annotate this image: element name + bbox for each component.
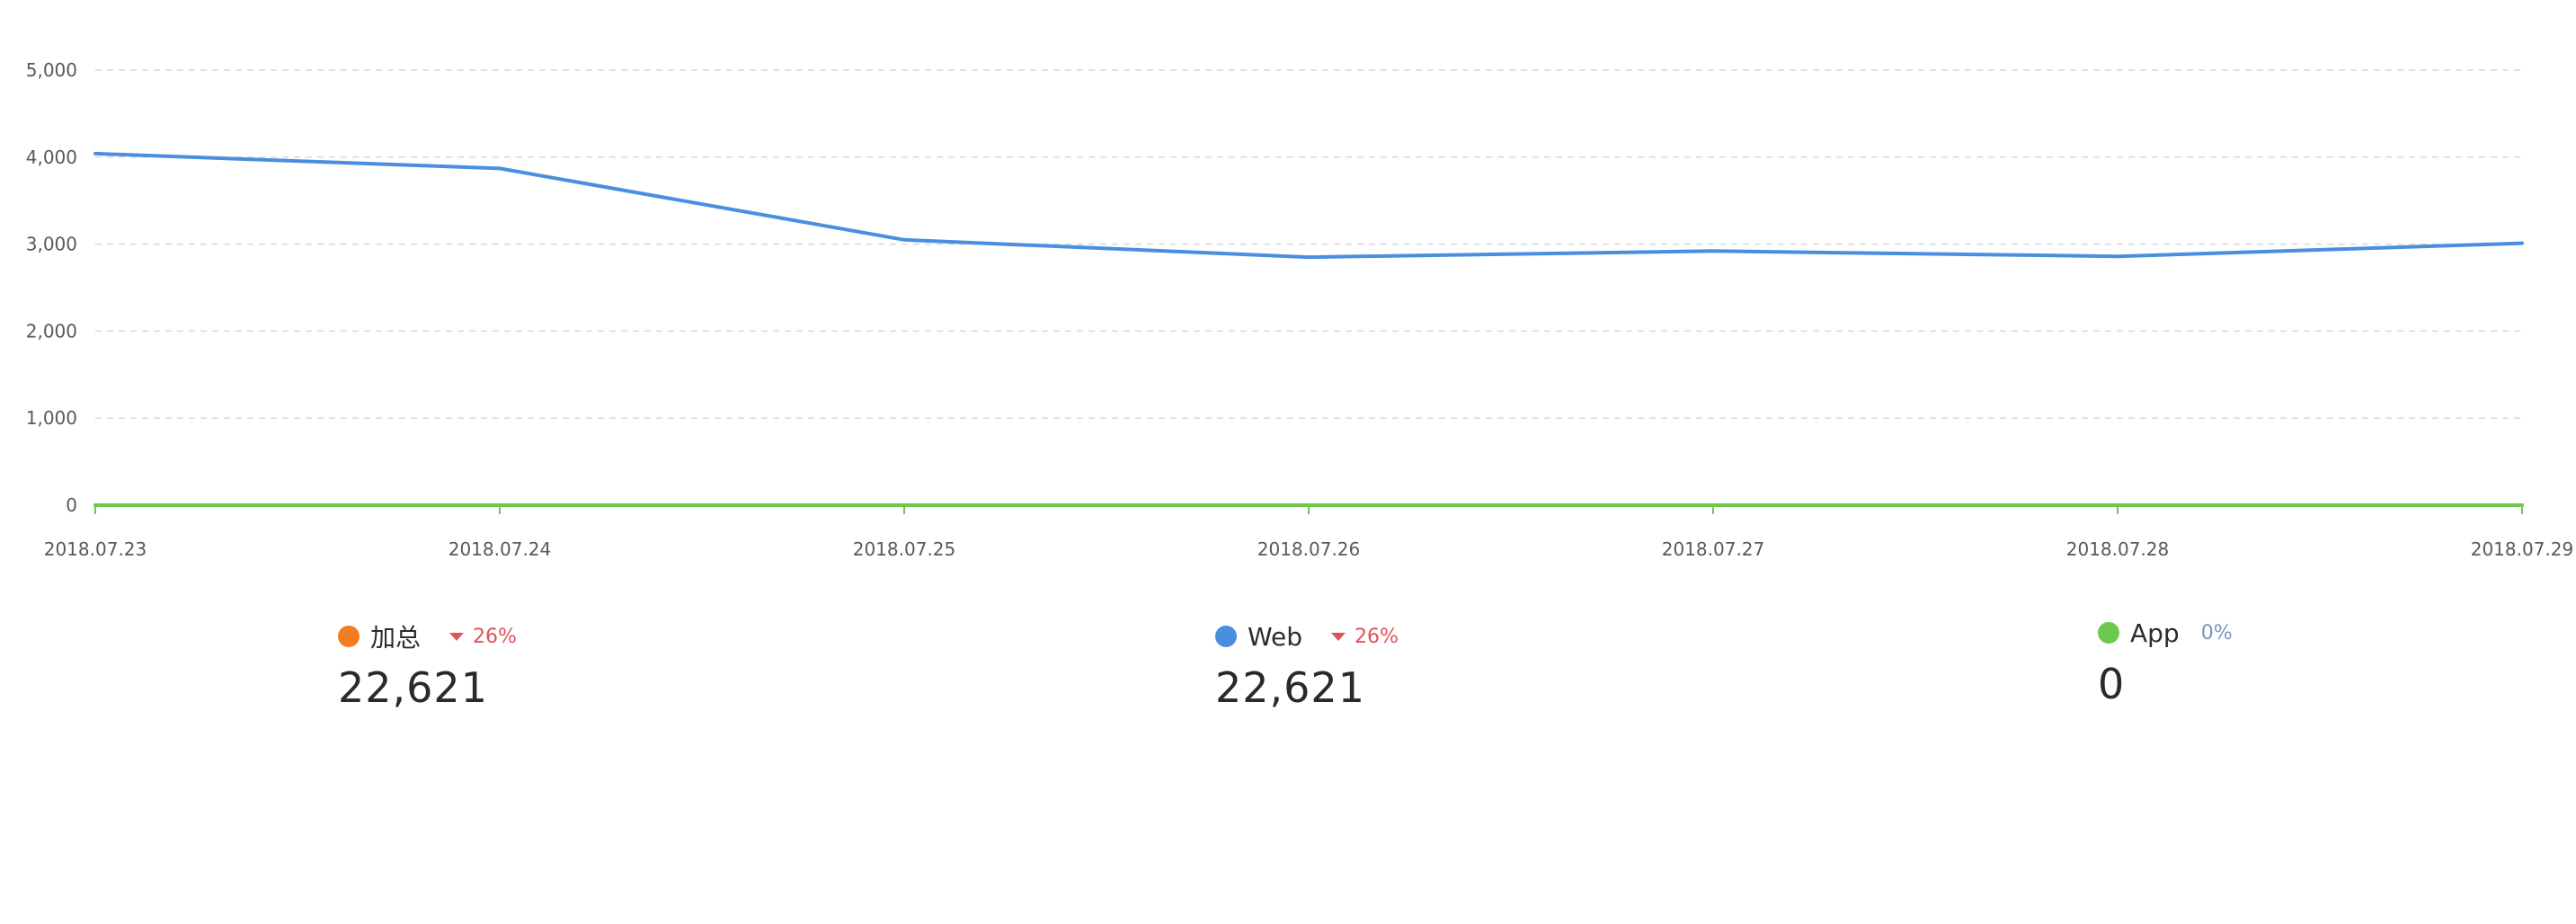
data-point — [94, 153, 96, 155]
stat-label: 加总 — [370, 623, 422, 653]
data-point — [1308, 256, 1310, 258]
data-point — [2117, 504, 2119, 506]
data-point — [1308, 504, 1310, 506]
stat-total: 加总 26% 22,621 — [338, 620, 841, 712]
data-point — [903, 504, 905, 506]
stat-label: App — [2130, 617, 2180, 648]
stat-label: Web — [1248, 621, 1303, 652]
stat-value: 22,621 — [338, 663, 488, 712]
stat-value: 22,621 — [1215, 663, 1365, 712]
data-point — [2521, 504, 2523, 506]
data-point — [94, 504, 96, 506]
x-tick-label: 2018.07.26 — [1257, 538, 1361, 560]
change-badge: 0% — [2201, 622, 2233, 644]
web-color-dot — [1215, 626, 1237, 647]
data-point — [1712, 250, 1714, 252]
x-tick-label: 2018.07.28 — [2066, 538, 2170, 560]
data-point — [2521, 243, 2523, 244]
x-tick-label: 2018.07.27 — [1662, 538, 1765, 560]
change-badge: 26% — [1331, 626, 1399, 648]
x-tick-label: 2018.07.29 — [2471, 538, 2574, 560]
y-tick-label: 5,000 — [26, 59, 77, 81]
data-point — [2117, 255, 2119, 257]
x-tick-label: 2018.07.23 — [44, 538, 147, 560]
stat-web: Web 26% 22,621 — [1215, 620, 1719, 712]
y-tick-label: 0 — [66, 494, 77, 516]
down-triangle-icon — [449, 632, 465, 641]
data-point — [499, 167, 501, 169]
y-tick-label: 2,000 — [26, 320, 77, 342]
total-color-dot — [338, 626, 360, 647]
y-tick-label: 1,000 — [26, 407, 77, 429]
down-triangle-icon — [1331, 632, 1346, 641]
y-tick-label: 4,000 — [26, 147, 77, 168]
change-value: 26% — [473, 625, 517, 648]
stat-value: 0 — [2098, 660, 2126, 708]
line-chart: 0 1,000 2,000 3,000 4,000 5,000 2018.07.23 2018… — [26, 59, 2574, 560]
change-badge: 26% — [449, 626, 517, 648]
stat-app: App 0% 0 — [2098, 617, 2576, 708]
change-value: 26% — [1355, 625, 1399, 648]
data-point — [499, 504, 501, 506]
x-tick-label: 2018.07.25 — [853, 538, 956, 560]
series-line-web — [93, 151, 2524, 260]
x-tick-label: 2018.07.24 — [449, 538, 552, 560]
change-value: 0% — [2200, 621, 2233, 644]
data-point — [903, 239, 905, 241]
y-tick-label: 3,000 — [26, 234, 77, 255]
app-color-dot — [2098, 622, 2119, 644]
data-point — [1712, 504, 1714, 506]
